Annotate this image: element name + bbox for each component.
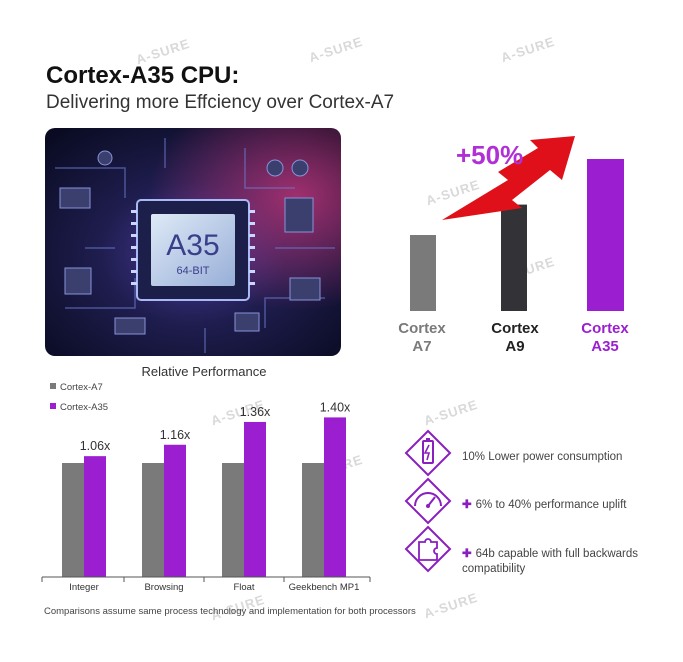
feature-text: ✚ 64b capable with full backwards compati… <box>462 547 662 577</box>
top-comparison-chart: +50% <box>410 136 624 311</box>
label-a7-line1: Cortex <box>398 320 446 337</box>
feature-text: 10% Lower power consumption <box>462 451 623 463</box>
label-a35-line1: Cortex <box>581 320 629 337</box>
label-a7: Cortex A7 <box>382 320 462 356</box>
bar-cortex-a35 <box>587 159 624 311</box>
data-label: 1.36x <box>240 405 271 419</box>
watermark: A-SURE <box>307 33 365 66</box>
feature-item <box>403 476 453 531</box>
bar-a7 <box>142 463 164 577</box>
growth-arrow <box>442 136 575 220</box>
battery-icon <box>404 429 452 477</box>
speedometer-icon <box>404 477 452 525</box>
data-label: 1.06x <box>80 439 111 453</box>
data-label: 1.16x <box>160 428 191 442</box>
page-subtitle: Delivering more Effciency over Cortex-A7 <box>46 92 395 113</box>
watermark: A-SURE <box>422 589 480 622</box>
chart-title: Relative Performance <box>142 364 267 379</box>
legend-swatch-a35 <box>50 403 56 409</box>
bar-a35 <box>84 456 106 577</box>
footnote: Comparisons assume same process technolo… <box>44 606 416 617</box>
puzzle-icon <box>404 525 452 573</box>
data-label: 1.40x <box>320 400 351 414</box>
chip-sublabel: 64-BIT <box>176 265 209 277</box>
label-a35: Cortex A35 <box>565 320 645 356</box>
bar-a7 <box>62 463 84 577</box>
feature-text-label: 6% to 40% performance uplift <box>475 499 627 511</box>
legend-swatch-a7 <box>50 383 56 389</box>
bar-cortex-a9 <box>501 204 527 311</box>
label-a9-line2: A9 <box>505 338 525 355</box>
feature-text: ✚ 6% to 40% performance uplift <box>462 497 627 511</box>
x-tick-label: Geekbench MP1 <box>289 582 360 593</box>
x-tick-label: Integer <box>69 582 99 593</box>
watermark: A-SURE <box>499 33 557 66</box>
plus-icon: ✚ <box>462 499 472 511</box>
feature-text-label: 64b capable with full backwards compatib… <box>462 548 639 575</box>
bar-a35 <box>324 417 346 577</box>
x-tick-label: Browsing <box>144 582 183 593</box>
page-title: Cortex-A35 CPU: <box>46 62 240 89</box>
feature-item <box>403 524 453 579</box>
chip-label: A35 <box>166 229 219 262</box>
bar-a35 <box>244 421 266 577</box>
plus-icon: ✚ <box>462 548 472 560</box>
bar-a7 <box>302 463 324 577</box>
legend-label-a35: Cortex-A35 <box>60 402 108 413</box>
x-tick-label: Float <box>233 582 254 593</box>
relative-performance-chart: Relative Performance Cortex-A7 Cortex-A3… <box>41 364 371 593</box>
feature-item <box>403 428 453 483</box>
label-a35-line2: A35 <box>591 338 619 355</box>
bar-a7 <box>222 463 244 577</box>
label-a9: Cortex A9 <box>475 320 555 356</box>
legend-label-a7: Cortex-A7 <box>60 382 103 393</box>
bar-cortex-a7 <box>410 235 436 311</box>
chip-illustration: A35 64-BIT <box>45 128 341 356</box>
watermark: A-SURE <box>422 396 480 429</box>
label-a7-line2: A7 <box>412 338 432 355</box>
bar-a35 <box>164 444 186 577</box>
label-a9-line1: Cortex <box>491 320 539 337</box>
chip-image: A35 64-BIT <box>45 128 341 356</box>
increase-label: +50% <box>456 140 523 170</box>
